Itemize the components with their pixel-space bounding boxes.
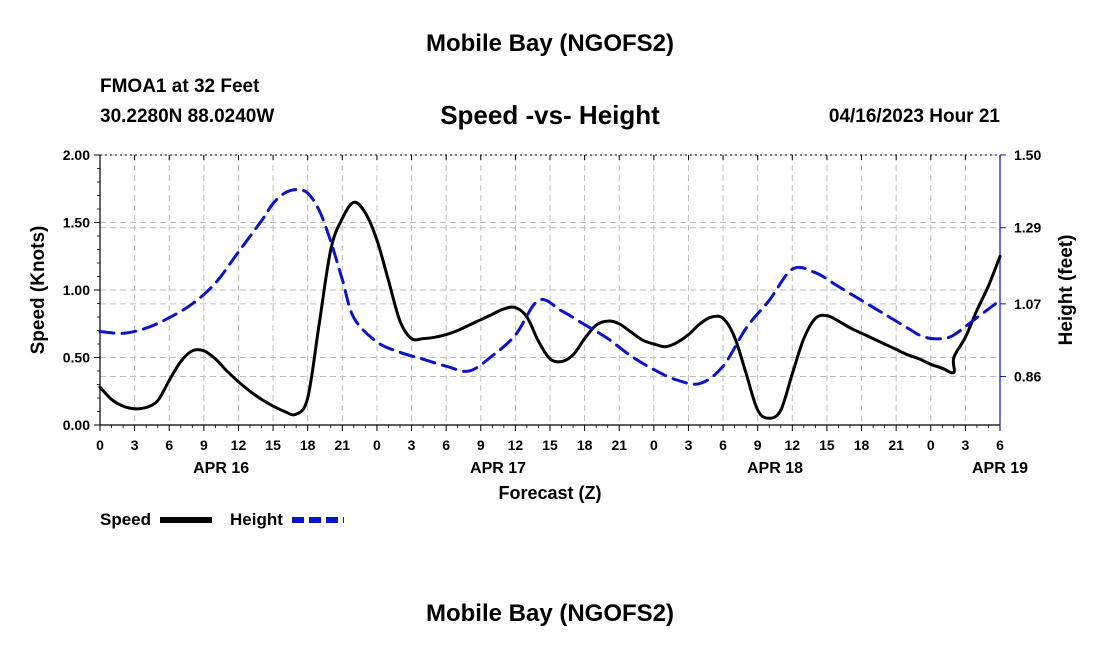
x-tick-label: 21 (611, 437, 627, 453)
x-axis-title: Forecast (Z) (498, 483, 601, 503)
x-tick-label: 18 (577, 437, 593, 453)
x-tick-label: 18 (300, 437, 316, 453)
x-tick-label: 3 (408, 437, 416, 453)
x-tick-label: 18 (854, 437, 870, 453)
x-tick-label: 9 (477, 437, 485, 453)
y-right-axis-title: Height (feet) (1056, 235, 1077, 346)
x-tick-label: 3 (961, 437, 969, 453)
x-tick-label: 0 (650, 437, 658, 453)
y-right-tick-label: 1.07 (1014, 296, 1041, 312)
x-tick-label: 12 (508, 437, 524, 453)
series-line-height (98, 188, 1002, 386)
station-coordinates: 30.2280N 88.0240W (100, 106, 275, 127)
x-tick-label: 15 (819, 437, 835, 453)
chart-title-bottom: Mobile Bay (NGOFS2) (425, 600, 675, 627)
y-right-tick-label: 1.29 (1014, 220, 1041, 236)
y-right-tick-label: 0.86 (1014, 369, 1041, 385)
x-tick-label: 15 (542, 437, 558, 453)
x-tick-label: 6 (442, 437, 450, 453)
y-left-axis-title: Speed (Knots) (28, 226, 49, 355)
legend-speed-label: Speed (100, 510, 151, 529)
y-left-tick-label: 0.00 (63, 417, 90, 433)
y-left-tick-label: 1.00 (63, 282, 90, 298)
x-tick-label: 0 (96, 437, 104, 453)
x-tick-label: 3 (131, 437, 139, 453)
date-label: APR 17 (470, 460, 526, 477)
x-tick-label: 12 (231, 437, 247, 453)
chart-subtitle: Speed -vs- Height (440, 100, 660, 130)
date-label: APR 16 (193, 460, 249, 477)
x-tick-label: 21 (335, 437, 351, 453)
station-name: FMOA1 at 32 Feet (100, 76, 260, 97)
x-tick-label: 6 (165, 437, 173, 453)
x-tick-label: 9 (200, 437, 208, 453)
legend-height-label: Height (230, 510, 283, 529)
x-tick-label: 21 (888, 437, 904, 453)
date-label: APR 18 (747, 460, 803, 477)
y-right-tick-label: 1.50 (1014, 147, 1041, 163)
y-left-tick-label: 1.50 (63, 215, 90, 231)
chart-title-top: Mobile Bay (NGOFS2) (425, 30, 675, 57)
x-tick-label: 6 (719, 437, 727, 453)
x-tick-label: 12 (785, 437, 801, 453)
y-left-tick-label: 0.50 (63, 350, 90, 366)
series-line-speed (98, 200, 1002, 420)
x-tick-label: 0 (373, 437, 381, 453)
x-tick-label: 0 (927, 437, 935, 453)
forecast-datetime: 04/16/2023 Hour 21 (828, 106, 1000, 127)
date-label: APR 19 (972, 460, 1028, 477)
x-tick-label: 9 (754, 437, 762, 453)
x-tick-label: 3 (685, 437, 693, 453)
x-tick-label: 15 (265, 437, 281, 453)
x-tick-label: 6 (996, 437, 1004, 453)
y-left-tick-label: 2.00 (63, 147, 90, 163)
